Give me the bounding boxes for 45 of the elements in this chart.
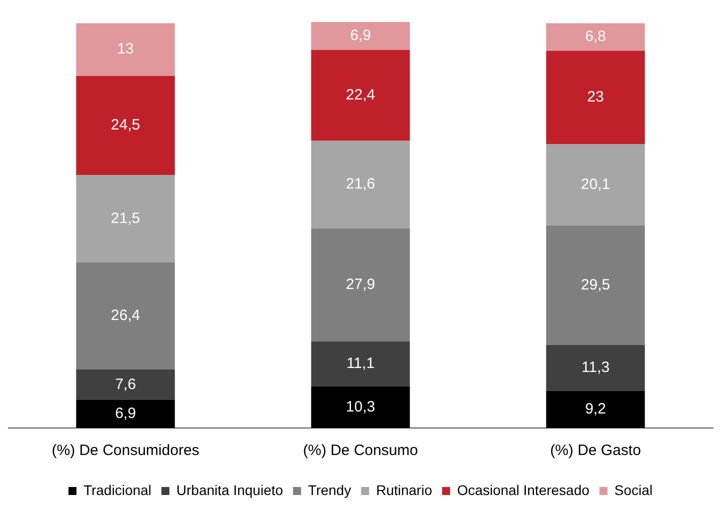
data-label: 6,9	[350, 27, 371, 44]
bar	[546, 344, 645, 391]
data-label: 23	[587, 88, 604, 106]
bar	[76, 369, 175, 400]
data-label: 26,4	[110, 306, 140, 324]
legend-label: Trendy	[308, 482, 352, 498]
legend-label: Social	[614, 482, 653, 498]
legend-label: Urbanita Inquieto	[176, 482, 284, 498]
bar	[311, 22, 410, 50]
x-tick-label: (%) De Consumidores	[52, 442, 200, 460]
bar	[311, 140, 410, 228]
data-label: 7,6	[115, 376, 136, 393]
bar	[311, 386, 410, 428]
legend-label: Rutinario	[376, 482, 432, 498]
data-label: 21,6	[346, 176, 376, 193]
data-label: 6,8	[585, 28, 606, 46]
data-label: 21,5	[110, 210, 140, 227]
bar	[546, 50, 645, 144]
bar	[311, 341, 410, 386]
bar	[76, 400, 175, 428]
data-label: 29,5	[580, 276, 610, 294]
bar	[546, 390, 645, 428]
legend-label: Tradicional	[83, 482, 152, 498]
data-label: 27,9	[346, 276, 376, 293]
data-label: 6,9	[115, 405, 136, 422]
bar	[546, 225, 645, 345]
data-label: 13	[117, 40, 134, 58]
legend-label: Ocasional Interesado	[457, 482, 590, 498]
bar	[76, 175, 175, 262]
bar	[76, 76, 175, 176]
bar	[76, 23, 175, 76]
data-label: 11,3	[581, 358, 610, 376]
data-label: 22,4	[346, 86, 376, 104]
data-label: 10,3	[346, 398, 376, 416]
data-label: 11,1	[346, 354, 375, 372]
bar	[311, 50, 410, 141]
x-tick-label: (%) De Gasto	[550, 442, 641, 460]
bar	[76, 262, 175, 370]
data-label: 20,1	[580, 176, 610, 193]
bar	[311, 228, 410, 342]
data-label: 24,5	[110, 116, 140, 134]
data-label: 9,2	[585, 400, 606, 418]
x-tick-label: (%) De Consumo	[302, 442, 418, 460]
bar	[546, 23, 645, 51]
bar	[546, 144, 645, 226]
